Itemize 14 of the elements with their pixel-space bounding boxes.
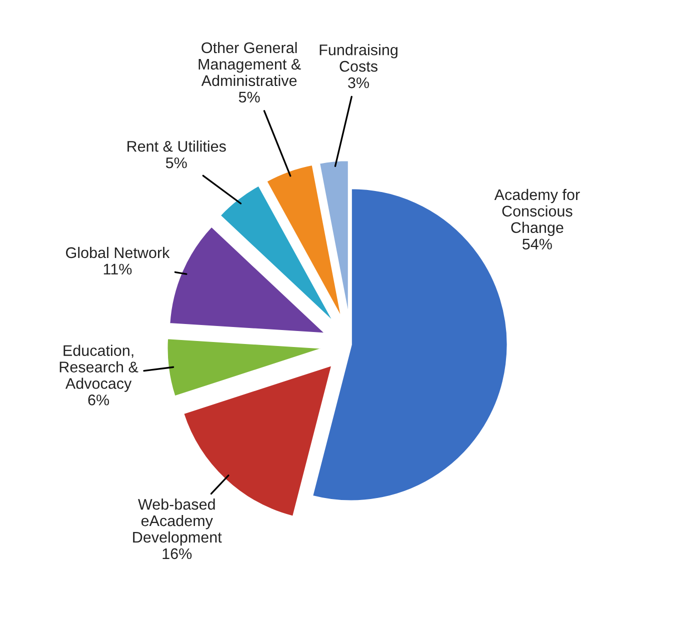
slice-label: Fundraising Costs (320, 44, 398, 72)
slice-label: Education, Research & Advocacy (60, 344, 138, 392)
data-label: 6% (88, 394, 110, 406)
slice-label: Rent & Utilities (128, 140, 226, 152)
data-label: 16% (162, 548, 192, 560)
data-label: 3% (348, 77, 369, 88)
data-label: 11% (104, 264, 132, 275)
slice-label: Other General Management & Administrative (198, 42, 301, 86)
data-label: 54% (522, 238, 552, 250)
slice-label: Academy for Conscious Change (494, 188, 580, 236)
slice-label: Global Network (66, 246, 170, 258)
data-label: 5% (166, 157, 187, 168)
slice-label: Web-based eAcademy Development (133, 498, 222, 546)
data-label: 5% (238, 92, 260, 103)
